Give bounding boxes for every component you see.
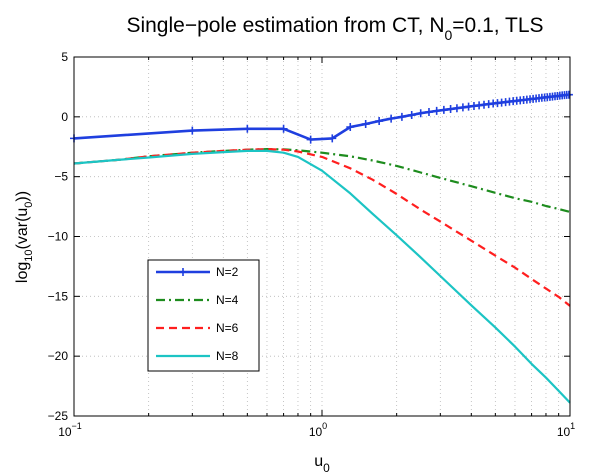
- data-point: [306, 135, 315, 144]
- data-point: [564, 90, 573, 99]
- y-tick-label: −20: [48, 349, 69, 363]
- data-point: [397, 112, 406, 121]
- y-tick-label: 0: [61, 110, 68, 124]
- legend: N=2 N=4 N=6 N=8: [147, 259, 260, 372]
- legend-label: N=4: [216, 293, 239, 307]
- series-line-n8: [73, 149, 571, 404]
- x-tick-label: 100: [309, 421, 327, 439]
- legend-label: N=8: [216, 349, 239, 363]
- x-axis-label: u0: [314, 453, 330, 475]
- data-point: [446, 105, 455, 114]
- x-tick-label: 101: [557, 421, 575, 439]
- data-point: [439, 105, 448, 114]
- data-point: [416, 109, 425, 118]
- data-point: [424, 108, 433, 117]
- data-point: [375, 117, 384, 126]
- data-point: [387, 114, 396, 123]
- series-layer: [70, 90, 573, 404]
- y-tick-label: −5: [54, 170, 68, 184]
- data-point: [452, 104, 461, 113]
- legend-marker: [179, 268, 187, 276]
- y-tick-label: −25: [48, 409, 69, 423]
- y-tick-label: −10: [48, 230, 69, 244]
- data-point: [346, 123, 355, 132]
- data-point: [361, 120, 370, 129]
- data-point: [279, 124, 288, 133]
- chart-title: Single−pole estimation from CT, N0=0.1, …: [126, 14, 543, 43]
- legend-box: [147, 259, 260, 372]
- data-point: [328, 134, 337, 143]
- y-axis-label: log10(var(u0)): [14, 191, 35, 283]
- legend-label: N=6: [216, 321, 239, 335]
- x-tick-label: 10−1: [58, 421, 82, 439]
- data-point: [432, 106, 441, 115]
- y-tick-label: 5: [61, 50, 68, 64]
- data-point: [188, 126, 197, 135]
- series-line-n6: [73, 148, 571, 307]
- data-point: [243, 124, 252, 133]
- legend-label: N=2: [216, 265, 239, 279]
- grid: [74, 57, 570, 416]
- data-point: [407, 111, 416, 120]
- y-tick-label: −15: [48, 289, 69, 303]
